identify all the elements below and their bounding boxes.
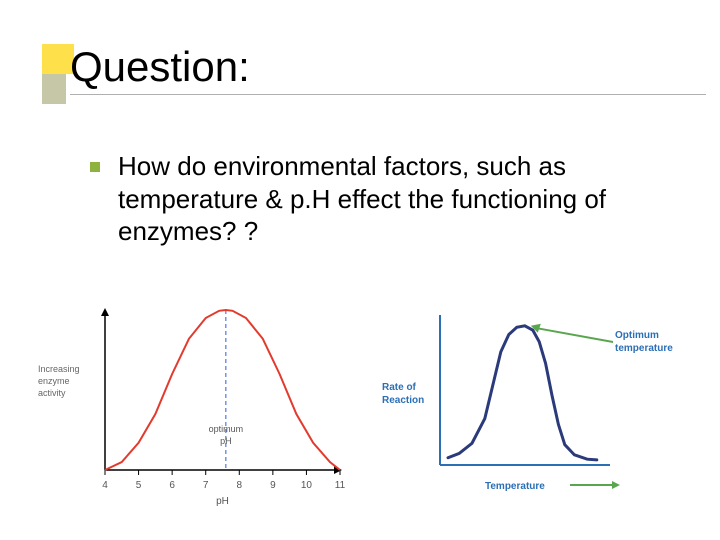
- chart-temp: Rate of Reaction Temperature Optimum tempera…: [370, 300, 690, 510]
- slide-title: Question:: [42, 44, 678, 90]
- title-block: Question:: [42, 44, 678, 95]
- svg-text:activity: activity: [38, 388, 66, 398]
- svg-text:pH: pH: [220, 436, 232, 446]
- svg-text:10: 10: [301, 480, 313, 491]
- chart-ph-svg: 4 5 6 7 8 9 10 11 pH Increasing enzyme activity opti…: [30, 300, 350, 510]
- svg-text:Rate of: Rate of: [382, 382, 417, 393]
- body-text: How do environmental factors, such as te…: [118, 150, 680, 248]
- charts-row: 4 5 6 7 8 9 10 11 pH Increasing enzyme activity opti…: [30, 300, 690, 510]
- svg-text:optimum: optimum: [209, 424, 244, 434]
- bullet-square-icon: [90, 162, 100, 172]
- body-area: How do environmental factors, such as te…: [90, 150, 680, 248]
- chart-ph: 4 5 6 7 8 9 10 11 pH Increasing enzyme activity opti…: [30, 300, 350, 510]
- svg-text:enzyme: enzyme: [38, 376, 70, 386]
- svg-text:Reaction: Reaction: [382, 395, 424, 406]
- bullet-row: How do environmental factors, such as te…: [90, 150, 680, 248]
- svg-text:7: 7: [203, 480, 209, 491]
- svg-text:4: 4: [102, 480, 108, 491]
- svg-text:Optimum: Optimum: [615, 330, 659, 341]
- svg-text:9: 9: [270, 480, 276, 491]
- svg-text:Temperature: Temperature: [485, 481, 545, 492]
- svg-text:11: 11: [335, 480, 346, 491]
- svg-text:temperature: temperature: [615, 343, 673, 354]
- chart-temp-svg: Rate of Reaction Temperature Optimum tempera…: [370, 300, 690, 510]
- svg-text:pH: pH: [216, 496, 229, 507]
- svg-text:5: 5: [136, 480, 142, 491]
- svg-text:8: 8: [237, 480, 243, 491]
- svg-text:Increasing: Increasing: [38, 364, 80, 374]
- title-underline: [70, 94, 706, 95]
- svg-text:6: 6: [169, 480, 175, 491]
